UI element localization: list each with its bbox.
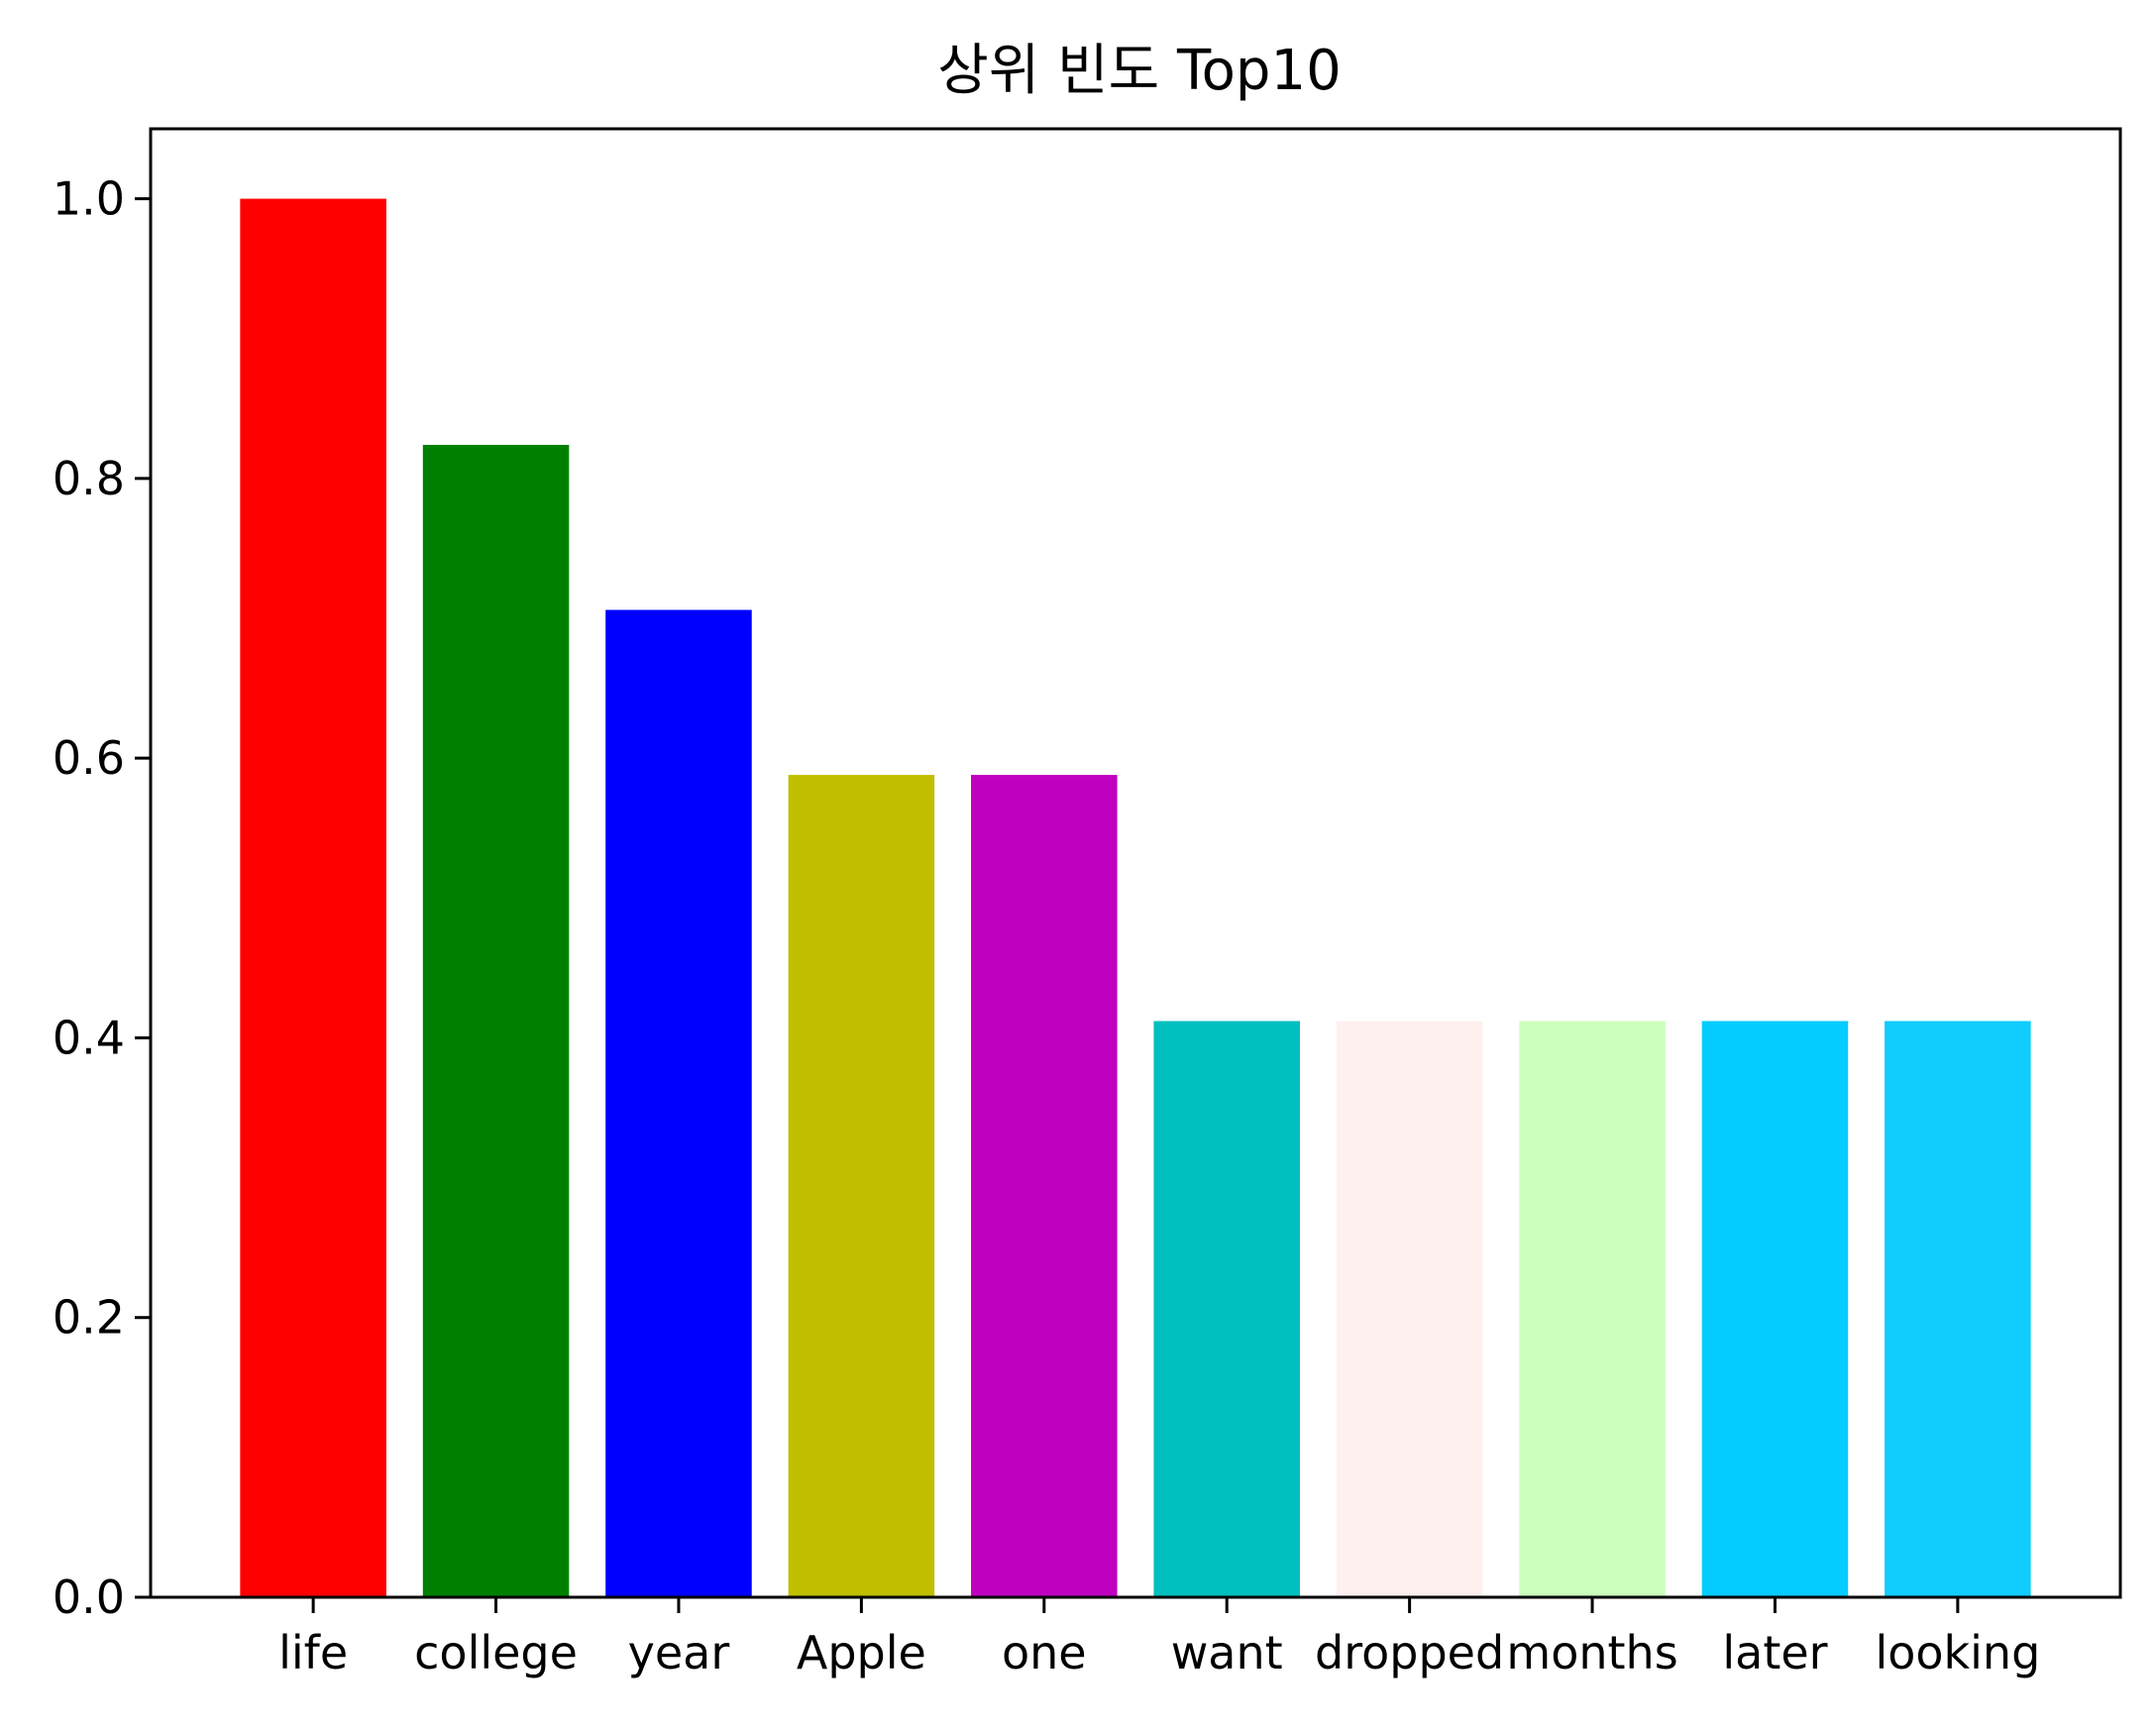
bars-layer [240, 198, 2031, 1598]
plot-frame [149, 127, 2122, 1599]
y-axis: 0.0 0.2 0.4 0.6 0.8 1.0 [53, 172, 151, 1624]
x-tick-label: dropped [1315, 1626, 1504, 1679]
y-tick-label: 0.0 [53, 1570, 125, 1624]
bar-want [1153, 1021, 1300, 1597]
y-tick-label: 0.6 [53, 731, 125, 785]
y-tick-label: 0.2 [53, 1291, 125, 1345]
x-tick-label: Apple [797, 1626, 926, 1679]
x-tick-label: college [414, 1626, 578, 1679]
x-tick-label: life [278, 1626, 348, 1679]
x-tick-label: want [1171, 1626, 1283, 1679]
chart-title: 상위 빈도 Top10 [937, 39, 1341, 103]
x-tick-label: looking [1875, 1626, 2040, 1679]
bar-life [240, 198, 386, 1598]
bar-dropped [1336, 1021, 1483, 1597]
bar-months [1519, 1021, 1666, 1597]
y-tick-label: 0.4 [53, 1011, 125, 1064]
y-tick-label: 1.0 [53, 172, 125, 226]
x-tick-label: one [1002, 1626, 1087, 1679]
bar-later [1701, 1021, 1849, 1597]
x-tick-label: year [628, 1626, 730, 1679]
x-axis: life college year Apple one want dropped months… [278, 1597, 2040, 1679]
y-tick-label: 0.8 [53, 452, 125, 505]
bar-one [971, 775, 1118, 1597]
x-tick-label: months [1506, 1626, 1677, 1679]
bar-college [422, 444, 570, 1597]
x-tick-label: later [1722, 1626, 1827, 1679]
bar-looking [1885, 1021, 2031, 1597]
bar-apple [788, 775, 935, 1597]
bar-year [605, 609, 752, 1597]
